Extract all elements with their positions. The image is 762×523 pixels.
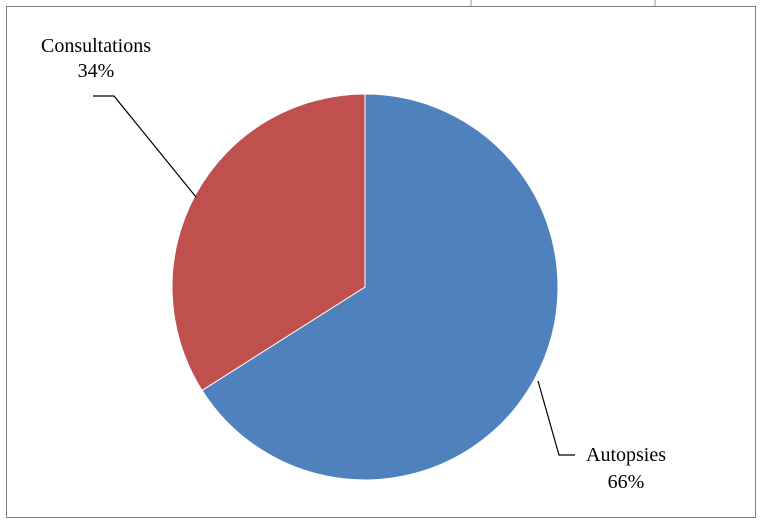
data-label-consultations-name: Consultations — [41, 35, 151, 57]
pie-slices — [171, 93, 559, 481]
data-label-autopsies-name: Autopsies — [586, 444, 666, 466]
data-label-autopsies-percent: 66% — [608, 471, 645, 493]
leader-line-consultations — [93, 95, 197, 198]
data-label-consultations-percent: 34% — [78, 60, 115, 82]
leader-line-autopsies — [537, 380, 575, 456]
pie-slice-consultations — [171, 93, 366, 392]
pie-slice-autopsies — [201, 93, 559, 481]
